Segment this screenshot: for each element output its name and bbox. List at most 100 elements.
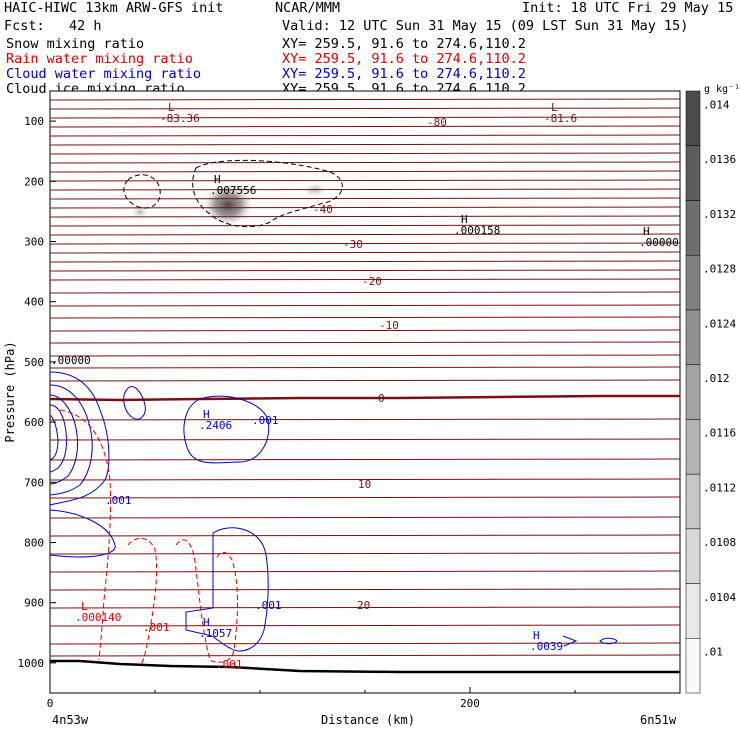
colorbar: .01 .0104 .0108 .0112 .0116 .012 .0124 .0128 .01… xyxy=(685,84,740,694)
rain-water-contour xyxy=(175,539,238,663)
isotherm-line xyxy=(49,260,681,263)
colorbar-swatch xyxy=(685,254,701,311)
colorbar-swatch xyxy=(685,309,701,365)
extremum-value: -81.6 xyxy=(544,112,577,125)
plot-area xyxy=(49,90,681,694)
isotherm-label: 20 xyxy=(357,599,370,612)
extremum-value: .000140 xyxy=(75,611,121,624)
rain-water-contours xyxy=(59,409,238,667)
colorbar-tick-label: .0112 xyxy=(703,481,736,494)
cloud-water-contour xyxy=(562,635,618,647)
colorbar-tick-label: .0116 xyxy=(703,427,736,440)
colorbar-tick-label: .0132 xyxy=(703,208,736,221)
colorbar-swatch xyxy=(685,473,701,530)
field-cloudwater-name: Cloud water mixing ratio xyxy=(6,66,202,82)
isotherm-line xyxy=(49,654,681,657)
y-tick-label: 600 xyxy=(24,416,44,429)
colorbar-tick-label: .012 xyxy=(703,372,730,385)
model-title: HAIC-HIWC 13km ARW-GFS init xyxy=(4,0,224,16)
x-axis-label: Distance (km) xyxy=(321,713,415,727)
colorbar-swatch xyxy=(685,145,701,201)
isotherm-line xyxy=(49,496,681,499)
rain-water-contour xyxy=(59,409,112,661)
isotherm-line xyxy=(49,125,681,128)
colorbar-swatch xyxy=(685,638,701,694)
extremum-kind: H xyxy=(533,629,540,642)
colorbar-swatch xyxy=(685,583,701,639)
snow-contour xyxy=(123,174,161,209)
contour-label: .001 xyxy=(105,494,132,507)
x-tick-label: 0 xyxy=(47,697,54,710)
y-axis-title: Pressure (hPa) xyxy=(3,341,17,442)
isotherm-line xyxy=(49,588,681,591)
extremum-value: .2406 xyxy=(199,419,232,432)
isotherm-line xyxy=(49,143,681,146)
colorbar-swatch xyxy=(685,528,701,584)
field-snow-xy: XY= 259.5, 91.6 to 274.6,110.2 xyxy=(282,36,526,52)
cloud-water-contour xyxy=(123,386,146,420)
cloud-water-contour xyxy=(49,371,110,506)
extremum-kind: H xyxy=(643,225,650,238)
contour-label: .001 xyxy=(255,599,282,612)
isotherm-labels: -80 -40 -30 -20 -10 0 10 20 xyxy=(313,116,447,612)
field-snow-name: Snow mixing ratio xyxy=(6,36,145,52)
isotherm-line xyxy=(49,233,681,236)
cloud-ice-shade xyxy=(204,185,252,225)
snow-contour xyxy=(192,159,343,228)
y-tick-label: 700 xyxy=(24,476,44,489)
cloud-water-contour xyxy=(183,395,270,464)
isotherm-line xyxy=(49,278,681,281)
isotherm-line xyxy=(49,116,681,119)
extremum-value: -83.36 xyxy=(160,112,200,125)
y-axis: 100 200 300 400 500 600 700 800 900 1000 xyxy=(18,115,56,670)
field-rain-name: Rain water mixing ratio xyxy=(6,51,193,67)
cloud-ice-shade xyxy=(132,206,148,218)
extremum-value: .1057 xyxy=(199,627,232,640)
terrain-line xyxy=(50,659,680,674)
cloud-water-contour xyxy=(49,404,67,473)
isotherm-line xyxy=(49,152,681,155)
isotherm-line xyxy=(49,197,681,200)
cloud-water-contour xyxy=(49,384,93,496)
isotherm-line xyxy=(49,329,681,332)
isotherm-line xyxy=(49,98,681,101)
y-tick-label: 300 xyxy=(24,236,44,249)
y-tick-label: 100 xyxy=(24,115,44,128)
y-tick-label: 400 xyxy=(24,296,44,309)
isotherm-label: -40 xyxy=(313,203,333,216)
y-tick-label: 500 xyxy=(24,356,44,369)
snow-contours xyxy=(123,159,343,228)
colorbar-swatches xyxy=(685,90,701,694)
forecast-hour: Fcst: 42 h xyxy=(4,18,102,34)
extrema-labels: L -83.36 L -81.6 H .007556 H .000158 H .… xyxy=(51,101,679,653)
contour-label: .001 xyxy=(143,621,170,634)
colorbar-tick-label: .014 xyxy=(703,98,730,111)
isotherm-label: 10 xyxy=(358,478,371,491)
cloud-water-contour xyxy=(49,394,79,485)
x-endpoint-left: 4n53w xyxy=(52,713,89,727)
colorbar-tick-label: .0108 xyxy=(703,536,736,549)
plot-frame xyxy=(49,90,681,694)
cloud-water-contour xyxy=(49,509,116,558)
extremum-value: .007556 xyxy=(210,184,256,197)
field-rain-xy: XY= 259.5, 91.6 to 274.6,110.2 xyxy=(282,51,526,67)
isotherm-line xyxy=(49,179,681,182)
isotherm-line xyxy=(49,552,681,555)
extremum-kind: H xyxy=(203,408,210,421)
field-cloudwater-xy: XY= 259.5, 91.6 to 274.6,110.2 xyxy=(282,66,526,82)
isotherm-label: -30 xyxy=(343,238,363,251)
org-label: NCAR/MMM xyxy=(275,0,341,16)
y-tick-label: 800 xyxy=(24,537,44,550)
isotherm-line xyxy=(49,170,681,173)
extremum-value: .0039 xyxy=(530,640,563,653)
isotherm-line xyxy=(49,418,681,421)
isotherm-line xyxy=(49,534,681,537)
colorbar-swatch xyxy=(685,419,701,475)
isotherm-line xyxy=(49,251,681,254)
isotherm-line xyxy=(49,291,681,294)
extremum-value: .00000 xyxy=(51,354,91,367)
isotherm-line xyxy=(49,642,681,645)
valid-time: Valid: 12 UTC Sun 31 May 15 (09 LST Sun … xyxy=(282,18,689,34)
colorbar-tick-label: .0128 xyxy=(703,263,736,276)
